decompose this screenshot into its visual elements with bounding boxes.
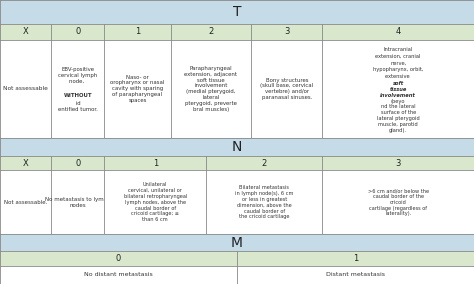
Text: 3: 3 <box>284 28 290 36</box>
Text: Intracranial: Intracranial <box>383 47 413 52</box>
Text: 4: 4 <box>395 28 401 36</box>
Text: Bony structures
(skull base, cervical
vertebre) and/or
paranasal sinuses.: Bony structures (skull base, cervical ve… <box>260 78 313 100</box>
Text: 1: 1 <box>153 158 158 168</box>
Text: Naso- or
oropharynx or nasal
cavity with sparing
of parapharyngeal
spaces: Naso- or oropharynx or nasal cavity with… <box>110 75 164 103</box>
Text: M: M <box>231 236 243 250</box>
Text: 1: 1 <box>135 28 140 36</box>
Text: X: X <box>23 158 28 168</box>
Text: Not assessable: Not assessable <box>3 86 48 91</box>
Text: Parapharyngeal
extension, adjacent
soft tissue
involvement
(medial pterygoid,
la: Parapharyngeal extension, adjacent soft … <box>184 66 237 112</box>
Text: No distant metastasis: No distant metastasis <box>84 272 153 277</box>
Text: Distant metastasis: Distant metastasis <box>326 272 385 277</box>
Text: WITHOUT: WITHOUT <box>64 93 92 98</box>
Text: 2: 2 <box>262 158 267 168</box>
Text: N: N <box>232 140 242 154</box>
Text: X: X <box>23 28 28 36</box>
Text: No metastasis to lymph
nodes: No metastasis to lymph nodes <box>45 197 110 208</box>
Text: nerve,: nerve, <box>390 60 406 65</box>
Text: soft
tissue
involvement: soft tissue involvement <box>380 82 416 98</box>
Text: 2: 2 <box>208 28 214 36</box>
Text: Bilateral metastasis
in lymph node(s), 6 cm
or less in greatest
dimension, above: Bilateral metastasis in lymph node(s), 6… <box>235 185 293 219</box>
Text: EBV-positive
cervical lymph
node,: EBV-positive cervical lymph node, <box>58 67 97 84</box>
Text: 0: 0 <box>75 28 81 36</box>
Text: 0: 0 <box>75 158 81 168</box>
Text: 3: 3 <box>395 158 401 168</box>
Text: extension, cranial: extension, cranial <box>375 53 421 59</box>
Text: >6 cm and/or below the
caudal border of the
cricoid
cartilage (regardless of
lat: >6 cm and/or below the caudal border of … <box>368 188 428 216</box>
Text: 0: 0 <box>116 254 121 263</box>
Text: extensive: extensive <box>385 74 411 79</box>
Text: Unilateral
cervical, unilateral or
bilateral retropharyngeal
lymph nodes, above : Unilateral cervical, unilateral or bilat… <box>124 182 187 222</box>
Text: hypopharynx, orbit,: hypopharynx, orbit, <box>373 67 423 72</box>
Text: 1: 1 <box>353 254 358 263</box>
Text: Not assessable.: Not assessable. <box>4 200 47 205</box>
Text: (beyo
nd the lateral
surface of the
lateral pterygoid
muscle, parotid
gland).: (beyo nd the lateral surface of the late… <box>377 99 419 133</box>
Text: id
entified tumor.: id entified tumor. <box>58 101 98 112</box>
Text: T: T <box>233 5 241 19</box>
